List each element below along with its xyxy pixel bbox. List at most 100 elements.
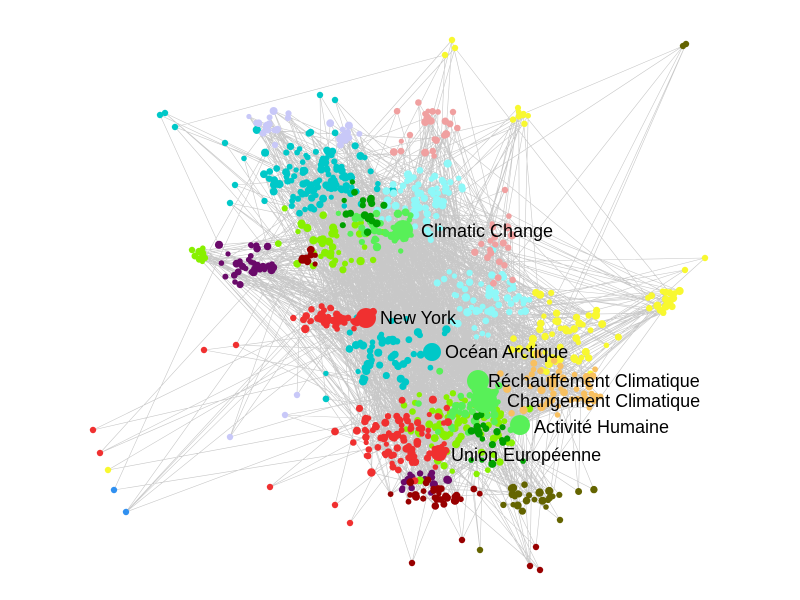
hub-node-4 [471, 387, 497, 413]
graph-node-yellow [510, 335, 517, 342]
graph-node-light-cyan [453, 292, 460, 299]
graph-node-light-cyan [399, 182, 407, 190]
graph-node-pink [506, 213, 512, 219]
graph-node-red [425, 432, 432, 440]
graph-node-lime [449, 390, 457, 397]
graph-node-yellow [528, 334, 537, 343]
graph-node-cyan [300, 166, 309, 175]
graph-node-dark-green [468, 457, 475, 463]
graph-node-cyan [334, 182, 340, 188]
graph-node-lavender [281, 411, 289, 419]
graph-node-yellow [509, 116, 517, 123]
graph-node-cyan [260, 170, 268, 179]
graph-node-dark-red [387, 491, 394, 497]
graph-node-pink [505, 244, 512, 251]
graph-node-purple [407, 471, 413, 478]
graph-node-red [352, 426, 361, 435]
graph-node-red [364, 452, 372, 460]
graph-node-orange [548, 385, 555, 392]
graph-node-dark-green [359, 197, 367, 204]
graph-node-dark-green [493, 428, 501, 436]
graph-node-light-cyan [415, 203, 423, 212]
node-layer [89, 36, 709, 574]
graph-node-lavender [344, 121, 353, 130]
graph-node-cyan [367, 352, 374, 360]
graph-node-lime [416, 392, 422, 398]
graph-node-dark-red [431, 494, 438, 501]
graph-node-olive [682, 40, 690, 48]
graph-node-green [415, 400, 422, 407]
graph-node-light-cyan [443, 159, 452, 168]
graph-node-light-cyan [472, 306, 481, 316]
graph-node-red [398, 427, 405, 434]
graph-node-olive [507, 484, 516, 493]
graph-node-green [436, 367, 444, 375]
graph-node-cyan [345, 345, 354, 353]
graph-node-lime [446, 398, 453, 406]
graph-node-cyan [322, 395, 330, 403]
graph-node-cyan [171, 123, 179, 131]
graph-node-lime [409, 408, 416, 415]
graph-node-orange [533, 349, 542, 358]
graph-node-orange [528, 371, 535, 378]
graph-node-olive [556, 491, 563, 498]
graph-node-light-cyan [517, 309, 524, 316]
graph-node-purple [253, 242, 260, 249]
graph-node-dark-red [405, 498, 412, 505]
graph-node-yellow [515, 109, 522, 115]
graph-node-cyan [387, 353, 395, 362]
graph-node-dark-green [341, 197, 347, 204]
graph-node-orange [568, 397, 574, 403]
graph-node-orange [548, 381, 554, 387]
graph-node-light-cyan [461, 293, 471, 302]
graph-node-pink [406, 131, 414, 139]
graph-node-red [407, 449, 416, 458]
graph-node-green [449, 408, 456, 415]
graph-node-blue [122, 508, 130, 516]
graph-node-cyan [331, 129, 339, 137]
graph-node-light-cyan [465, 278, 474, 286]
graph-node-lime [318, 240, 326, 248]
graph-node-purple [416, 470, 424, 477]
graph-node-cyan [355, 368, 361, 375]
graph-node-lime [327, 249, 335, 257]
graph-node-purple [400, 478, 408, 486]
graph-node-red [383, 441, 389, 447]
graph-node-dark-green [360, 211, 369, 220]
graph-node-cyan [317, 165, 326, 174]
graph-node-red [350, 439, 357, 446]
graph-node-green [406, 217, 413, 223]
graph-node-dark-green [488, 441, 496, 449]
graph-node-orange [592, 366, 598, 373]
graph-node-yellow [581, 347, 590, 356]
graph-node-yellow [553, 317, 562, 326]
graph-node-cyan [331, 158, 338, 165]
graph-node-cyan [284, 177, 292, 185]
graph-node-cyan [293, 167, 299, 173]
graph-node-lime [457, 432, 465, 441]
graph-node-red [441, 441, 447, 447]
graph-node-red [423, 454, 432, 462]
graph-node-purple [399, 485, 406, 491]
graph-node-dark-red [406, 478, 415, 487]
graph-node-olive [513, 501, 522, 510]
graph-node-red [334, 326, 340, 332]
graph-node-red [414, 419, 422, 427]
hub-label-rechauffement-climatique: Réchauffement Climatique [488, 371, 700, 391]
graph-node-orange [508, 410, 515, 417]
graph-node-lime [331, 227, 339, 235]
graph-node-red [407, 426, 414, 433]
graph-node-light-cyan [423, 210, 431, 218]
graph-node-orange [559, 374, 567, 383]
graph-node-light-cyan [491, 291, 498, 299]
graph-node-pink [503, 223, 512, 232]
graph-node-purple [248, 243, 254, 249]
graph-node-pink [454, 124, 461, 132]
graph-node-red [413, 440, 421, 448]
graph-node-cyan [323, 146, 331, 154]
graph-node-pink [491, 233, 499, 241]
graph-node-cyan [382, 372, 390, 380]
graph-node-light-cyan [412, 209, 419, 216]
graph-node-lime [425, 420, 434, 429]
graph-node-light-cyan [503, 294, 512, 302]
